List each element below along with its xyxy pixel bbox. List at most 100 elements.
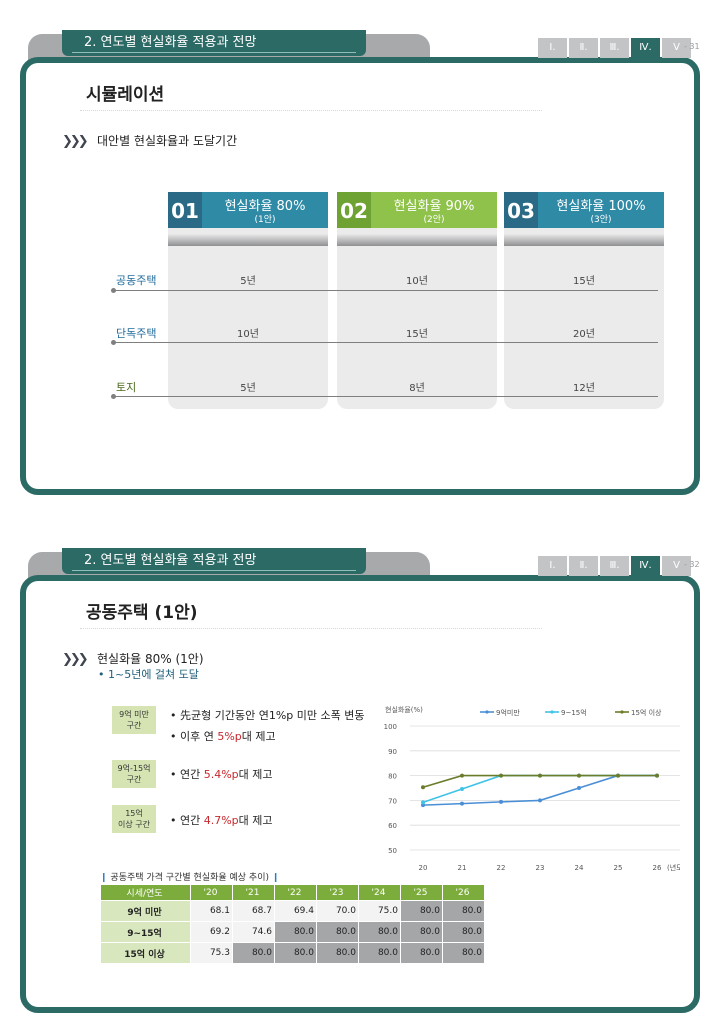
column-title: 현실화율 90% (393, 199, 475, 214)
chapter-nav: Ⅰ. Ⅱ. Ⅲ. Ⅳ. Ⅴ (538, 556, 691, 576)
table-row-label: 15억 이상 (100, 942, 191, 964)
data-point (538, 773, 542, 778)
data-point (499, 799, 503, 804)
row-value: 5년 (240, 383, 256, 394)
table-header-cell: '26 (442, 884, 485, 901)
chapter-nav: Ⅰ. Ⅱ. Ⅲ. Ⅳ. Ⅴ (538, 38, 691, 58)
caption-bar-right: ❙ (271, 873, 280, 883)
y-tick-label: 50 (388, 847, 397, 855)
y-axis-label: 현실화율(%) (385, 705, 423, 714)
column-background (504, 228, 664, 409)
column-subtitle: (3안) (590, 215, 612, 225)
column-header: 02 현실화율 90% (2안) (337, 192, 497, 228)
y-tick-label: 70 (388, 797, 397, 805)
x-tick-label: 21 (458, 864, 467, 872)
table-row: 9~15억 69.2 74.6 80.0 80.0 80.0 80.0 80.0 (100, 921, 485, 943)
group-text: • 先균형 기간동안 연1%p 미만 소폭 변동 (170, 707, 364, 723)
chapter-tab-1[interactable]: Ⅰ. (538, 556, 567, 576)
table-header-cell: '22 (274, 884, 317, 901)
chapter-tab-2[interactable]: Ⅱ. (569, 556, 598, 576)
chapter-tab-4[interactable]: Ⅳ. (631, 556, 660, 576)
row-value: 20년 (573, 329, 595, 340)
legend-marker (485, 710, 489, 714)
table-header-cell: '23 (316, 884, 359, 901)
row-label: 단독주택 (116, 327, 157, 340)
row-line (111, 288, 658, 293)
ratio-table: 시세/연도 '20'21'22'23'24'25'26 9억 미만 68.1 68.7 6… (100, 884, 485, 964)
triple-chevron-icon: ❯❯❯ (62, 134, 89, 149)
row-value: 10년 (237, 329, 259, 340)
table-cell: 80.0 (316, 942, 359, 964)
data-point (421, 800, 425, 805)
group-text: • 이후 연 5%p대 제고 (170, 728, 276, 744)
group-label-line2: 구간 (126, 775, 142, 784)
column-subtitle: (1안) (254, 215, 276, 225)
row-value: 10년 (406, 276, 428, 287)
y-tick-label: 80 (388, 773, 397, 781)
column-divider-bar (504, 234, 664, 246)
table-header-cell: '21 (232, 884, 275, 901)
chapter-tab-3[interactable]: Ⅲ. (600, 556, 629, 576)
y-tick-label: 90 (388, 748, 397, 756)
table-row-label: 9억 미만 (100, 900, 191, 922)
x-tick-label: 24 (575, 864, 584, 872)
data-point (460, 773, 464, 778)
x-tick-label: 22 (497, 864, 506, 872)
table-row: 15억 이상 75.3 80.0 80.0 80.0 80.0 80.0 80.0 (100, 942, 485, 964)
text-part: • 연간 (170, 814, 204, 827)
slide-31: 2. 연도별 현실화율 적용과 전망 Ⅰ. Ⅱ. Ⅲ. Ⅳ. Ⅴ - 31 시뮬… (0, 0, 720, 500)
row-label: 토지 (116, 381, 137, 394)
y-tick-label: 100 (384, 723, 397, 731)
table-cell: 80.0 (358, 921, 401, 943)
triple-chevron-icon: ❯❯❯ (62, 652, 89, 667)
text-part: • 이후 연 (170, 730, 218, 743)
table-row-label: 9~15억 (100, 921, 191, 943)
group-label-line1: 15억 (125, 809, 143, 818)
table-cell: 70.0 (316, 900, 359, 922)
row-value: 5년 (240, 276, 256, 287)
column-divider-bar (168, 234, 328, 246)
chapter-tab-2[interactable]: Ⅱ. (569, 38, 598, 58)
column-title: 현실화율 100% (556, 199, 646, 214)
table-row: 9억 미만 68.1 68.7 69.4 70.0 75.0 80.0 80.0 (100, 900, 485, 922)
text-part: 대 제고 (238, 814, 273, 827)
table-cell: 80.0 (358, 942, 401, 964)
chapter-tab-1[interactable]: Ⅰ. (538, 38, 567, 58)
text-part: 대 제고 (238, 768, 273, 781)
legend-label: 9억미만 (496, 708, 520, 717)
subtitle: 현실화율 80% (1안) (97, 652, 204, 666)
data-point (421, 785, 425, 790)
chapter-tab-3[interactable]: Ⅲ. (600, 38, 629, 58)
column-number: 02 (337, 192, 371, 228)
group-label: 9억 미만 구간 (112, 706, 156, 734)
table-header-cell: '20 (190, 884, 233, 901)
table-cell: 68.7 (232, 900, 275, 922)
chapter-tab-5[interactable]: Ⅴ (662, 556, 691, 576)
data-point (577, 786, 581, 790)
table-header-cell: '24 (358, 884, 401, 901)
table-cell: 80.0 (232, 942, 275, 964)
row-line (111, 394, 658, 399)
x-tick-label: 25 (614, 864, 623, 872)
title-divider (80, 628, 542, 629)
bullet-heading: • 1~5년에 걸쳐 도달 (98, 668, 199, 681)
scenario-column-3: 03 현실화율 100% (3안) (504, 192, 664, 409)
table-cell: 80.0 (274, 942, 317, 964)
text-part: 대 제고 (241, 730, 276, 743)
scenario-column-2: 02 현실화율 90% (2안) (337, 192, 497, 409)
row-value: 15년 (573, 276, 595, 287)
group-label-line1: 9억-15억 (117, 764, 151, 773)
table-header-row: 시세/연도 '20'21'22'23'24'25'26 (100, 884, 485, 901)
page-title: 시뮬레이션 (86, 85, 165, 105)
series-line (422, 774, 657, 804)
chapter-tab-5[interactable]: Ⅴ (662, 38, 691, 58)
table-cell: 80.0 (442, 900, 485, 922)
column-number: 03 (504, 192, 538, 228)
chapter-tab-4[interactable]: Ⅳ. (631, 38, 660, 58)
column-header: 01 현실화율 80% (1안) (168, 192, 328, 228)
line-chart: 현실화율(%) 100 90 80 70 60 50 20 21 22 23 24 25 26 (년도) 9억… (384, 705, 680, 872)
data-point (460, 801, 464, 806)
legend-label: 15억 이상 (631, 708, 662, 717)
row-value: 12년 (573, 383, 595, 394)
